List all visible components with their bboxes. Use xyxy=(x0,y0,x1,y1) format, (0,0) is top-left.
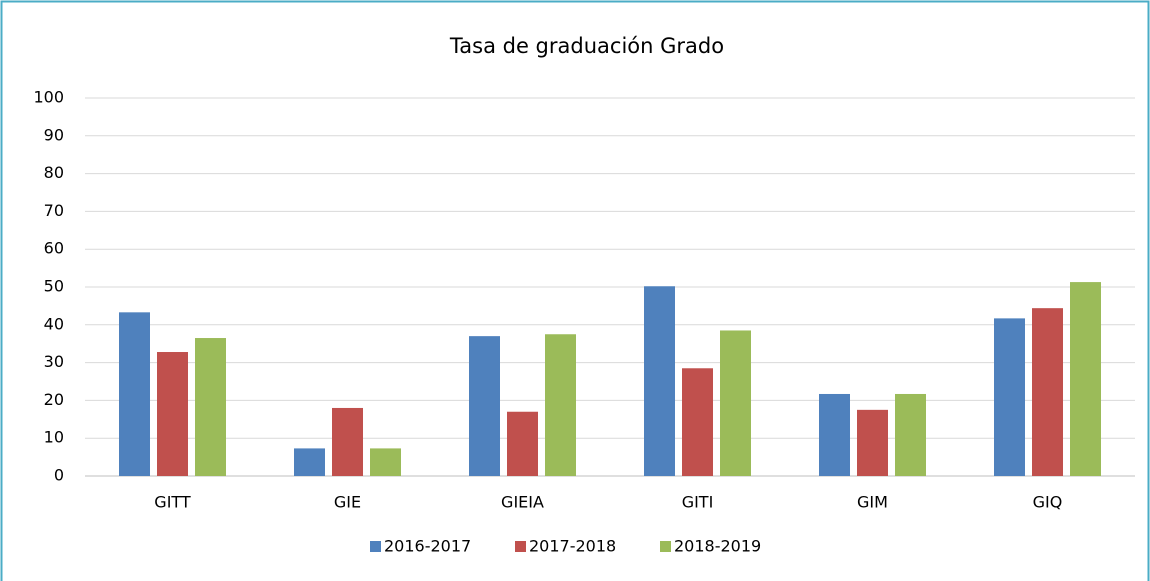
bar xyxy=(195,338,226,476)
y-tick-label: 0 xyxy=(54,466,64,485)
y-tick-label: 20 xyxy=(44,390,64,409)
x-tick-label: GITT xyxy=(154,493,191,512)
y-tick-label: 50 xyxy=(44,277,64,296)
bar xyxy=(332,407,363,476)
bar xyxy=(857,409,888,476)
bar xyxy=(895,393,926,476)
legend-label: 2018-2019 xyxy=(674,537,761,556)
bar xyxy=(545,334,576,476)
bar xyxy=(819,393,850,476)
legend-swatch xyxy=(370,541,381,552)
x-tick-label: GIE xyxy=(334,493,361,512)
bar xyxy=(294,448,325,476)
x-tick-label: GITI xyxy=(682,493,714,512)
legend-label: 2016-2017 xyxy=(384,537,471,556)
bar xyxy=(370,448,401,476)
y-tick-label: 80 xyxy=(44,163,64,182)
y-tick-label: 10 xyxy=(44,428,64,447)
y-tick-label: 40 xyxy=(44,314,64,333)
bar xyxy=(644,286,675,476)
bar xyxy=(469,336,500,476)
bar xyxy=(682,368,713,476)
legend-swatch xyxy=(660,541,671,552)
bar xyxy=(1032,308,1063,476)
y-tick-label: 100 xyxy=(33,88,64,107)
bar xyxy=(507,411,538,476)
bar xyxy=(1070,282,1101,476)
y-tick-label: 60 xyxy=(44,239,64,258)
x-tick-label: GIQ xyxy=(1033,493,1063,512)
legend-label: 2017-2018 xyxy=(529,537,616,556)
x-tick-label: GIEIA xyxy=(501,493,544,512)
y-tick-label: 90 xyxy=(44,125,64,144)
bar xyxy=(157,352,188,476)
legend-swatch xyxy=(515,541,526,552)
chart-title: Tasa de graduación Grado xyxy=(449,34,724,58)
bar xyxy=(119,312,150,476)
x-tick-label: GIM xyxy=(857,493,888,512)
y-tick-label: 70 xyxy=(44,201,64,220)
bar xyxy=(994,318,1025,476)
y-tick-label: 30 xyxy=(44,352,64,371)
bar xyxy=(720,330,751,476)
